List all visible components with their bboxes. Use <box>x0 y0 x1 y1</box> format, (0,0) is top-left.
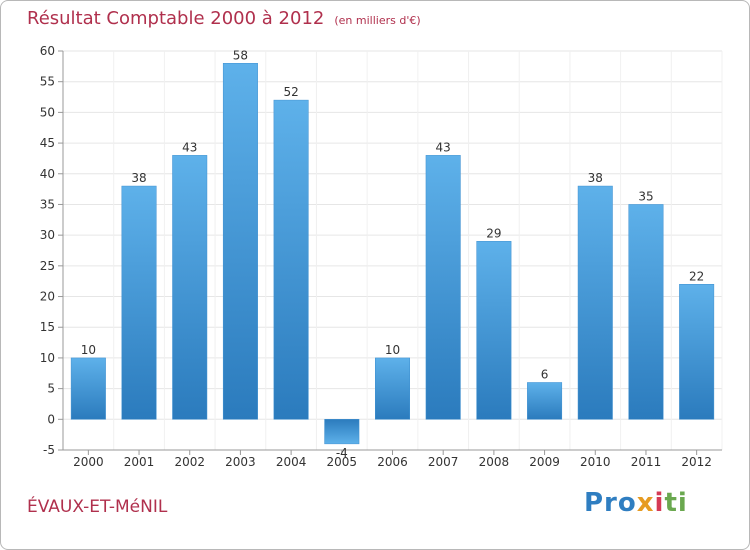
x-tick-label: 2000 <box>73 455 104 469</box>
bar-2001 <box>121 185 157 420</box>
x-tick-label: 2011 <box>631 455 662 469</box>
bar-2009 <box>527 382 563 420</box>
bar-layer <box>70 63 715 445</box>
bar-2011 <box>628 204 664 420</box>
y-tick-label: 60 <box>40 44 55 58</box>
bar-2007 <box>425 155 461 420</box>
y-tick-label: 50 <box>40 105 55 119</box>
chart-title: Résultat Comptable 2000 à 2012 (en millie… <box>27 8 421 29</box>
y-tick-label: 0 <box>47 412 55 426</box>
logo-part-3: i <box>654 488 665 518</box>
y-tick-label: 25 <box>40 259 55 273</box>
y-tick-label: 45 <box>40 136 55 150</box>
axis-layer: -5 0 5 10 15 20 25 30 35 40 45 50 55 60 2000 2001 2002 20… <box>40 44 722 469</box>
logo-part-4: ti <box>664 488 688 518</box>
y-tick-label: 40 <box>40 167 55 181</box>
chart-subtitle: (en milliers d'€) <box>334 14 421 27</box>
bar-2004 <box>273 99 309 420</box>
data-label: 6 <box>541 367 549 381</box>
bar-2005 <box>324 419 360 445</box>
y-tick-label: -5 <box>43 443 55 457</box>
data-label: 10 <box>81 343 96 357</box>
data-label: 10 <box>385 343 400 357</box>
x-tick-label: 2002 <box>174 455 205 469</box>
y-tick-label: 55 <box>40 75 55 89</box>
y-tick-label: 15 <box>40 320 55 334</box>
x-tick-label: 2005 <box>327 455 358 469</box>
data-label: 43 <box>436 140 451 154</box>
bar-2012 <box>679 284 715 420</box>
bar-2010 <box>577 185 613 420</box>
bar-2002 <box>172 155 208 420</box>
data-label: 43 <box>182 140 197 154</box>
label-layer: 10 38 43 58 52 -4 10 43 29 6 38 35 22 <box>81 48 705 460</box>
data-label: 38 <box>588 171 603 185</box>
x-tick-label: 2001 <box>124 455 155 469</box>
data-label: 58 <box>233 48 248 62</box>
bar-2006 <box>375 357 410 420</box>
x-tick-label: 2007 <box>428 455 459 469</box>
x-tick-label: 2012 <box>681 455 712 469</box>
x-tick-label: 2004 <box>276 455 307 469</box>
bar-2003 <box>222 63 258 420</box>
x-tick-label: 2003 <box>225 455 256 469</box>
y-tick-label: 5 <box>47 382 55 396</box>
commune-name: ÉVAUX-ET-MéNIL <box>27 497 168 517</box>
y-tick-label: 30 <box>40 228 55 242</box>
logo-part-1: Pro <box>584 488 637 518</box>
y-tick-label: 35 <box>40 197 55 211</box>
data-label: 35 <box>638 189 653 203</box>
x-tick-label: 2010 <box>580 455 611 469</box>
bar-2008 <box>476 241 512 420</box>
y-tick-label: 10 <box>40 351 55 365</box>
data-label: 29 <box>486 226 501 240</box>
x-tick-label: 2006 <box>377 455 408 469</box>
data-label: 52 <box>283 85 298 99</box>
data-label: 38 <box>131 171 146 185</box>
logo-part-2: x <box>636 488 655 518</box>
chart-title-text: Résultat Comptable 2000 à 2012 <box>27 8 325 29</box>
bar-2000 <box>70 357 106 420</box>
data-label: -4 <box>336 446 348 460</box>
data-label: 22 <box>689 269 704 283</box>
y-tick-label: 20 <box>40 290 55 304</box>
x-tick-label: 2008 <box>479 455 510 469</box>
x-tick-label: 2009 <box>529 455 560 469</box>
proxiti-logo: Proxiti <box>584 488 688 518</box>
